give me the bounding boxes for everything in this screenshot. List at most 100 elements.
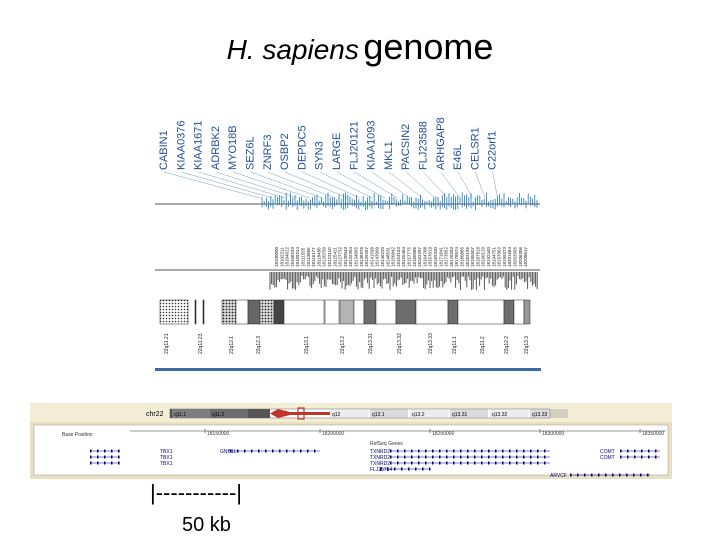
refseq-exon — [453, 449, 455, 453]
marker-label: 18208617 — [523, 246, 528, 267]
refseq-exon — [251, 449, 253, 453]
refseq-exon — [544, 449, 546, 453]
refseq-exon — [111, 455, 113, 459]
marker-label: 18132354 — [348, 246, 353, 267]
chrom-band-label: q11.1 — [174, 412, 186, 418]
marker-label: 18162397 — [417, 246, 422, 267]
refseq-exon — [307, 449, 309, 453]
gene-connector — [285, 171, 348, 199]
gene-label: FLJ23588 — [418, 121, 430, 170]
gene-label: MKL1 — [383, 141, 395, 170]
band-label: 22q12.3 — [256, 336, 262, 354]
refseq-exon — [300, 449, 302, 453]
gene-label: ZNRF3 — [262, 135, 274, 170]
marker-label: 18130043 — [343, 246, 348, 267]
gene-label: SEZ6L — [245, 136, 257, 170]
marker-label: 18197062 — [497, 246, 502, 267]
marker-label: 18157775 — [407, 246, 412, 267]
gene-connector — [354, 171, 398, 199]
species-name: H. sapiens — [226, 34, 359, 65]
refseq-exon — [474, 461, 476, 465]
refseq-exon — [474, 449, 476, 453]
refseq-exon — [634, 449, 636, 453]
marker-label: 18171641 — [438, 246, 443, 267]
genome-browser-panel: chr22 q11.1 q11.2 q12 q13.1 q13.2 q13.31 q13.3… — [30, 403, 672, 479]
gene-connector — [371, 171, 411, 199]
gene-label: FLJ20121 — [348, 121, 360, 170]
refseq-exon — [390, 461, 392, 465]
chrom-band-shade — [490, 409, 528, 418]
gene-connector — [163, 171, 261, 199]
refseq-exon — [620, 449, 622, 453]
refseq-exon — [620, 455, 622, 459]
ideogram-band — [339, 299, 355, 325]
refseq-exon — [523, 455, 525, 459]
ideogram-band — [247, 299, 261, 325]
refseq-exon — [612, 473, 614, 477]
refseq-exon — [627, 455, 629, 459]
marker-label: 18125421 — [332, 246, 337, 267]
refseq-exon — [495, 455, 497, 459]
marker-label: 18136976 — [359, 246, 364, 267]
position-label: 18350000 — [642, 431, 664, 437]
gene-label: KIAA1671 — [193, 120, 205, 170]
gene-label: KIAA0376 — [175, 120, 187, 170]
gene-connector — [181, 171, 273, 199]
marker-label: 18203995 — [513, 246, 518, 267]
refseq-exon — [619, 473, 621, 477]
marker-label: 18199373 — [502, 246, 507, 267]
marker-label: 18185507 — [470, 246, 475, 267]
marker-label: 18164708 — [422, 246, 427, 267]
marker-label: 18134665 — [354, 246, 359, 267]
position-label: 18300000 — [542, 431, 564, 437]
chromosome-ideogram — [159, 299, 531, 325]
refseq-exon — [544, 461, 546, 465]
gene-label: DEPDC5 — [296, 125, 308, 170]
band-label: 22q11.2 — [480, 336, 486, 354]
marker-label: 18201684 — [507, 246, 512, 267]
gene-connector — [457, 171, 473, 199]
position-label: 18200000 — [322, 431, 344, 437]
gene-label: C22orf1 — [487, 131, 499, 170]
marker-label: 18183196 — [465, 246, 470, 267]
marker-label: 18141598 — [369, 246, 374, 267]
gene-density-track — [261, 192, 538, 210]
refseq-exon — [258, 449, 260, 453]
refseq-exon — [502, 455, 504, 459]
refseq-exon — [537, 461, 539, 465]
ideogram-band — [513, 299, 525, 325]
refseq-exon — [460, 461, 462, 465]
refseq-exon — [633, 473, 635, 477]
marker-label: 18155464 — [401, 246, 406, 267]
chrom-band-label: q11.2 — [212, 412, 224, 418]
refseq-exon — [397, 449, 399, 453]
ideogram-band — [273, 299, 285, 325]
refseq-exon — [481, 461, 483, 465]
refseq-exon — [626, 473, 628, 477]
band-label: 22q11.21 — [164, 333, 170, 354]
refseq-gene-name: GNB1L — [220, 449, 237, 455]
marker-label: 18113866 — [306, 247, 311, 267]
refseq-exon — [577, 473, 579, 477]
refseq-exon — [516, 461, 518, 465]
refseq-exon — [481, 449, 483, 453]
refseq-exon — [90, 449, 92, 453]
gene-connector — [475, 171, 486, 199]
ideogram-band — [324, 299, 340, 325]
refseq-exon — [90, 461, 92, 465]
refseq-exon — [397, 461, 399, 465]
refseq-exon — [279, 449, 281, 453]
refseq-exon — [111, 449, 113, 453]
refseq-gene-name: TXNRD2 — [370, 455, 390, 461]
refseq-exon — [387, 467, 389, 471]
refseq-exon — [425, 461, 427, 465]
chrom-band-label: q13.31 — [452, 412, 468, 418]
marker-label: 18139287 — [364, 246, 369, 267]
refseq-gene-name: TXNRD2 — [370, 461, 390, 467]
gene-connector — [267, 171, 336, 199]
refseq-exon — [446, 455, 448, 459]
marker-label: 18176263 — [449, 246, 454, 267]
marker-label: 18143909 — [375, 246, 380, 267]
refseq-exon — [488, 455, 490, 459]
refseq-exon — [118, 461, 120, 465]
